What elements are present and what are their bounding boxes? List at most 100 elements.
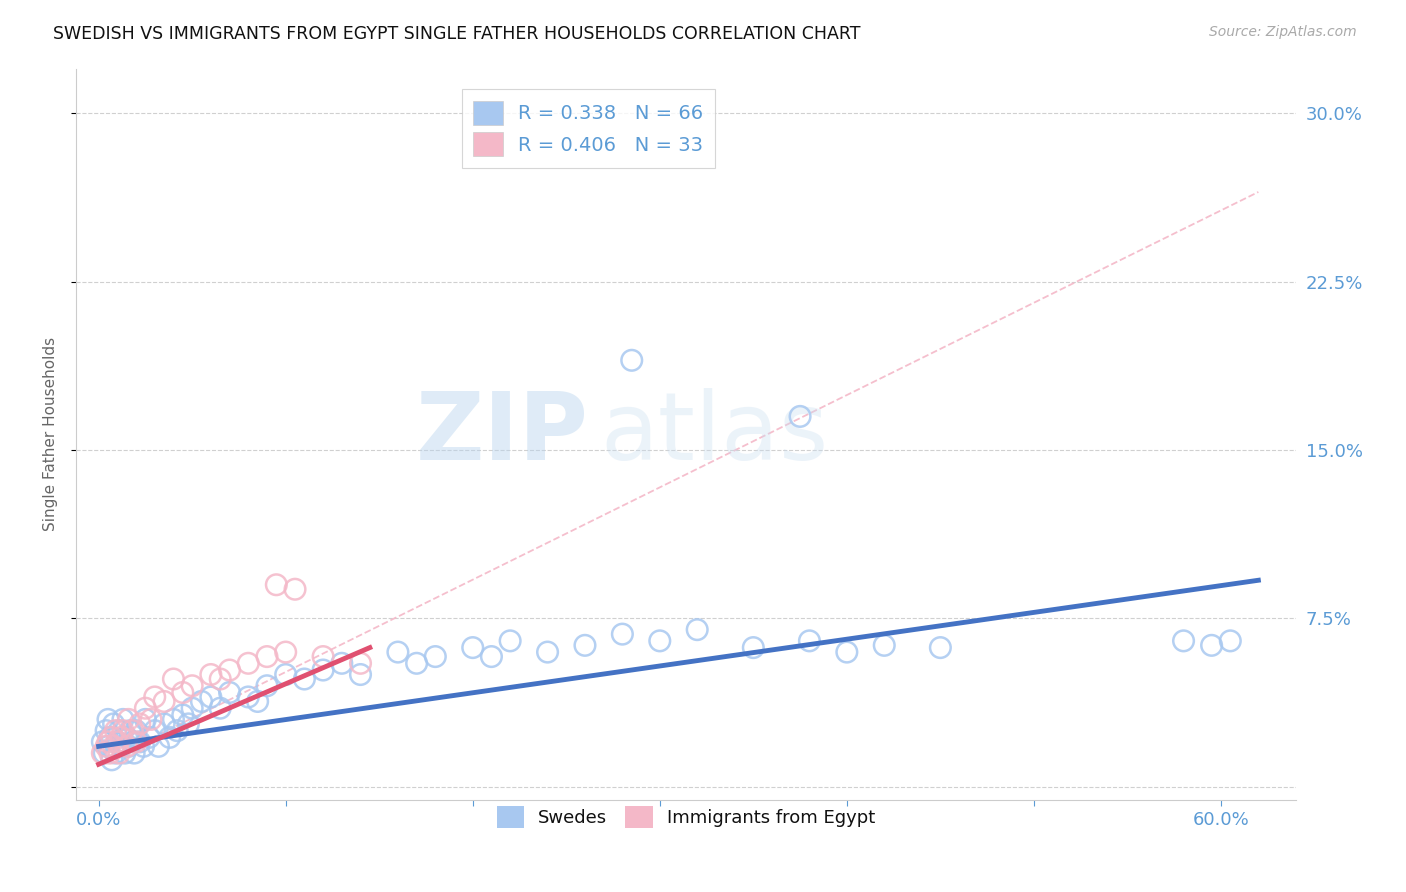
Point (105, 735, 128, 749)
Point (246, 694, 269, 708)
Point (103, 739, 125, 754)
Point (274, 667, 297, 681)
Point (256, 649, 278, 664)
Point (153, 694, 176, 708)
Point (349, 657, 371, 671)
Point (91, 735, 114, 749)
Point (177, 717, 200, 731)
Point (209, 672, 232, 686)
Point (103, 717, 125, 731)
Point (143, 723, 166, 738)
Point (620, 353, 643, 368)
Point (111, 723, 134, 738)
Point (929, 640, 952, 655)
Point (125, 723, 148, 738)
Point (128, 735, 150, 749)
Point (612, 627, 634, 641)
Point (120, 723, 142, 738)
Point (266, 578, 288, 592)
Point (238, 690, 260, 704)
Point (115, 731, 138, 745)
Point (162, 672, 184, 686)
Point (139, 713, 162, 727)
Point (218, 685, 240, 699)
Point (1173, 633, 1195, 648)
Point (110, 739, 132, 754)
Text: atlas: atlas (600, 388, 830, 481)
Point (97, 713, 120, 727)
Point (190, 694, 212, 708)
Point (387, 645, 409, 659)
Point (481, 649, 503, 664)
Point (292, 672, 315, 686)
Point (172, 685, 194, 699)
Point (94, 739, 117, 754)
Point (110, 731, 132, 745)
Text: ZIP: ZIP (416, 388, 588, 481)
Point (100, 753, 122, 767)
Point (115, 739, 138, 754)
Point (153, 717, 176, 731)
Point (117, 739, 139, 754)
Point (425, 649, 447, 664)
Point (172, 707, 194, 722)
Point (94, 723, 117, 738)
Point (100, 731, 122, 745)
Point (104, 723, 127, 738)
Point (648, 633, 671, 648)
Point (209, 701, 232, 715)
Point (312, 649, 335, 664)
Point (799, 633, 821, 648)
Point (574, 638, 596, 652)
Point (200, 667, 222, 681)
Point (111, 713, 134, 727)
Point (104, 746, 127, 760)
Point (114, 746, 136, 760)
Point (121, 735, 143, 749)
Point (97, 739, 120, 754)
Point (98, 731, 121, 745)
Point (536, 645, 558, 659)
Point (499, 633, 522, 648)
Point (134, 701, 156, 715)
Point (108, 746, 131, 760)
Text: Source: ZipAtlas.com: Source: ZipAtlas.com (1209, 25, 1357, 39)
Point (121, 723, 143, 738)
Point (1201, 638, 1223, 652)
Point (312, 663, 335, 677)
Point (125, 735, 148, 749)
Point (93, 746, 115, 760)
Point (122, 746, 145, 760)
Point (349, 667, 371, 681)
Point (138, 731, 160, 745)
Point (218, 663, 240, 677)
Point (256, 679, 278, 693)
Legend: Swedes, Immigrants from Egypt: Swedes, Immigrants from Egypt (489, 798, 883, 835)
Point (686, 623, 709, 637)
Point (742, 640, 765, 655)
Point (238, 657, 260, 671)
Point (200, 690, 222, 704)
Point (835, 645, 858, 659)
Point (148, 739, 170, 754)
Point (91, 746, 114, 760)
Point (873, 638, 896, 652)
Point (128, 717, 150, 731)
Point (284, 582, 307, 597)
Point (97, 735, 120, 749)
Point (461, 640, 484, 655)
Point (162, 713, 184, 727)
Point (98, 746, 121, 760)
Point (1219, 633, 1241, 648)
Point (405, 657, 427, 671)
Y-axis label: Single Father Households: Single Father Households (44, 337, 58, 532)
Point (132, 739, 155, 754)
Point (117, 713, 139, 727)
Point (181, 701, 204, 715)
Point (274, 645, 297, 659)
Point (105, 735, 128, 749)
Point (181, 679, 204, 693)
Point (159, 731, 181, 745)
Point (134, 713, 156, 727)
Point (789, 409, 811, 424)
